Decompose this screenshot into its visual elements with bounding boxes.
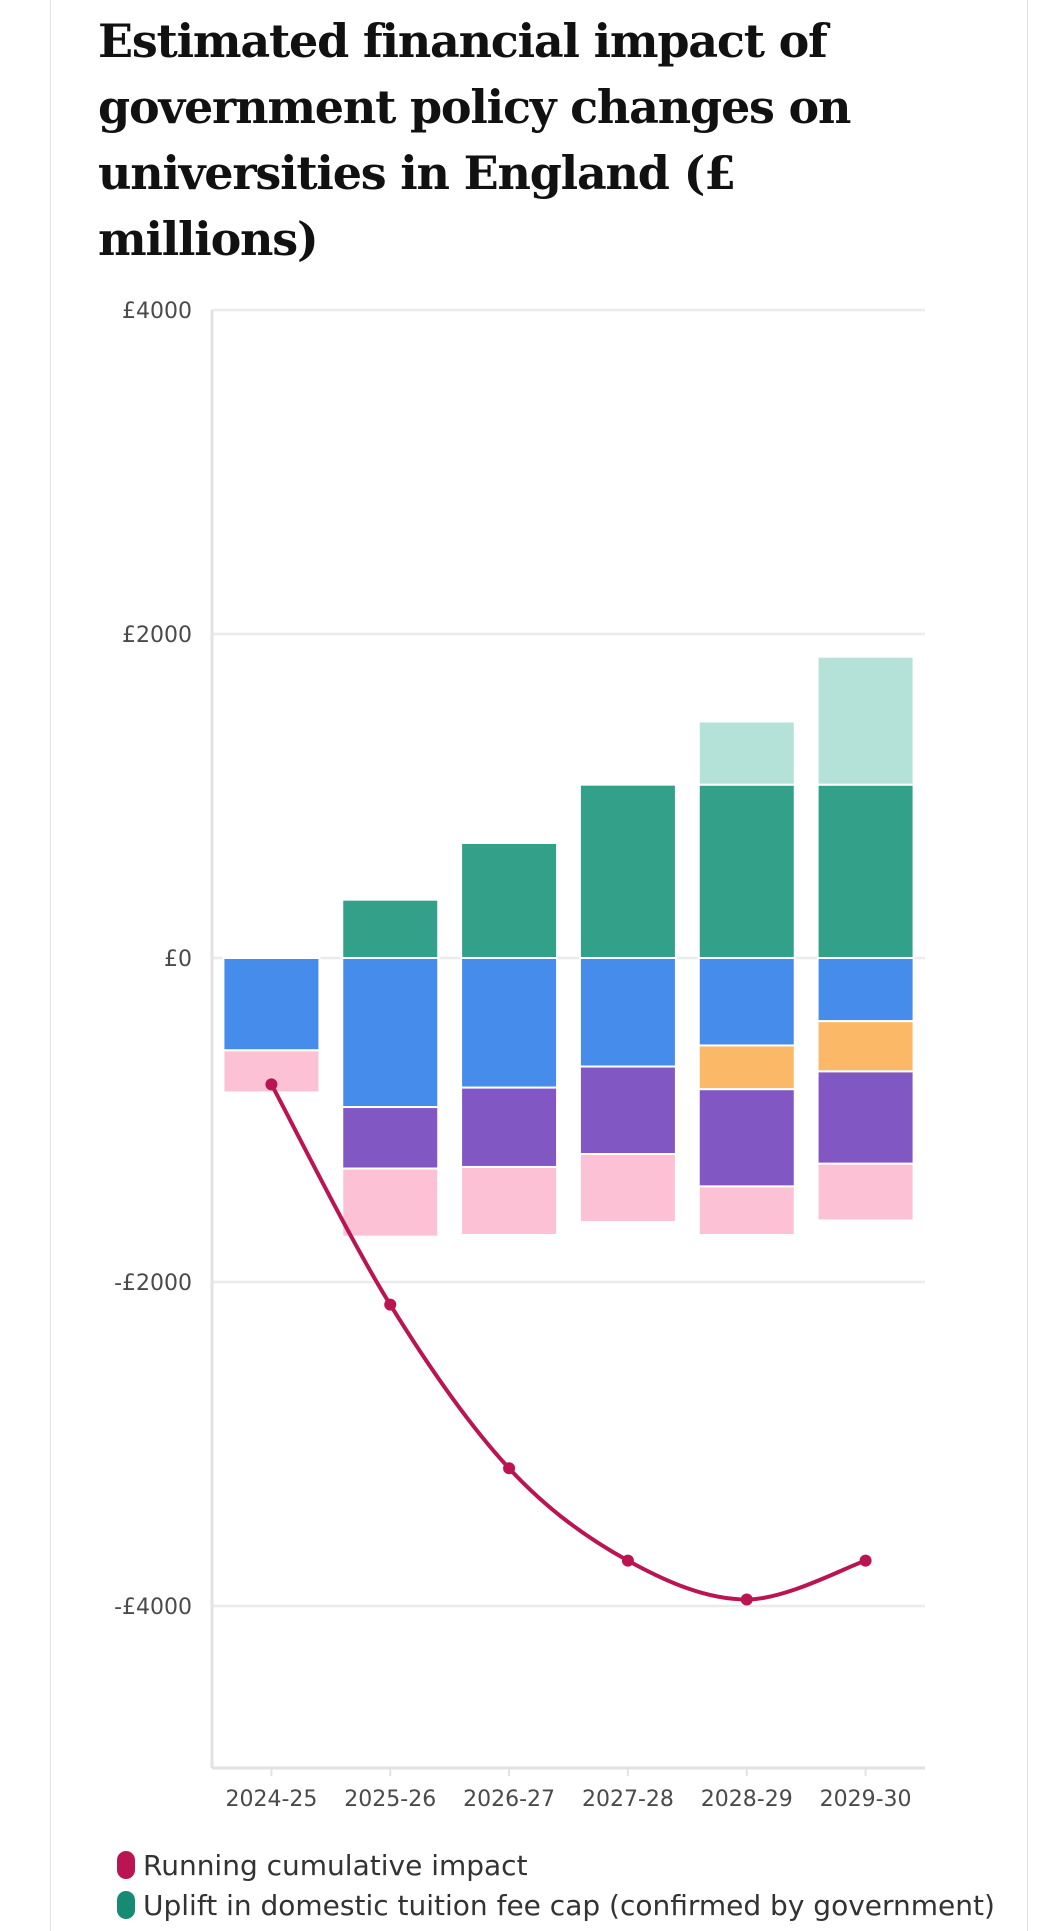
- legend-label-tuition-fee-uplift: Uplift in domestic tuition fee cap (conf…: [143, 1888, 995, 1922]
- bar-segment: [697, 1088, 796, 1188]
- cumulative-line-point: [740, 1593, 753, 1606]
- bar-segment: [697, 1044, 796, 1091]
- x-tick-label: 2028-29: [701, 1787, 793, 1812]
- bar-segment: [341, 1106, 440, 1170]
- bar-segment: [460, 1086, 559, 1168]
- legend-label-cumulative: Running cumulative impact: [143, 1848, 528, 1882]
- bar-segment: [816, 783, 915, 959]
- y-tick-label: -£2000: [114, 1271, 192, 1296]
- bar-segment: [816, 655, 915, 786]
- legend-item-cumulative: Running cumulative impact: [117, 1845, 1017, 1885]
- cumulative-line-point: [859, 1554, 872, 1567]
- bar-stacks: [222, 655, 915, 1238]
- bar-segment: [341, 898, 440, 959]
- bar-segment: [697, 783, 796, 959]
- chart-title: Estimated financial impact of government…: [98, 14, 851, 266]
- axes: £4000 £2000 £0 -£2000 -£4000 2024-25 2025-26 20…: [114, 299, 925, 1812]
- x-tick-label: 2025-26: [344, 1787, 436, 1812]
- bar-segment: [578, 1153, 677, 1224]
- cumulative-line-point: [503, 1462, 516, 1475]
- bar-segment: [460, 1165, 559, 1237]
- y-tick-label: -£4000: [114, 1595, 192, 1620]
- cumulative-line-point: [384, 1298, 397, 1311]
- bar-segment: [816, 1162, 915, 1222]
- x-tick-label: 2026-27: [463, 1787, 555, 1812]
- y-tick-label: £0: [164, 947, 192, 972]
- bar-segment: [222, 957, 321, 1052]
- x-tick-label: 2024-25: [225, 1787, 317, 1812]
- bar-segment: [578, 1065, 677, 1156]
- x-tick-label: 2027-28: [582, 1787, 674, 1812]
- bar-segment: [697, 720, 796, 786]
- legend: Running cumulative impact Uplift in dome…: [117, 1845, 1017, 1925]
- legend-swatch-tuition-fee-uplift: [117, 1891, 135, 1919]
- bar-segment: [460, 841, 559, 959]
- cumulative-line-point: [621, 1554, 634, 1567]
- bar-segment: [341, 1167, 440, 1238]
- legend-item-tuition-fee-uplift: Uplift in domestic tuition fee cap (conf…: [117, 1885, 1017, 1925]
- bar-segment: [816, 1070, 915, 1165]
- bar-segment: [341, 957, 440, 1109]
- y-tick-label: £2000: [122, 623, 192, 648]
- bar-segment: [697, 1185, 796, 1237]
- cumulative-line: [265, 1078, 872, 1606]
- bar-segment: [460, 957, 559, 1089]
- legend-swatch-cumulative: [117, 1851, 135, 1879]
- grid-lines: [212, 308, 925, 1608]
- x-tick-label: 2029-30: [820, 1787, 912, 1812]
- bar-segment: [816, 957, 915, 1023]
- bar-segment: [697, 957, 796, 1047]
- y-tick-label: £4000: [122, 299, 192, 324]
- bar-segment: [578, 957, 677, 1068]
- bar-segment: [578, 783, 677, 959]
- cumulative-line-point: [265, 1078, 278, 1091]
- bar-segment: [816, 1020, 915, 1073]
